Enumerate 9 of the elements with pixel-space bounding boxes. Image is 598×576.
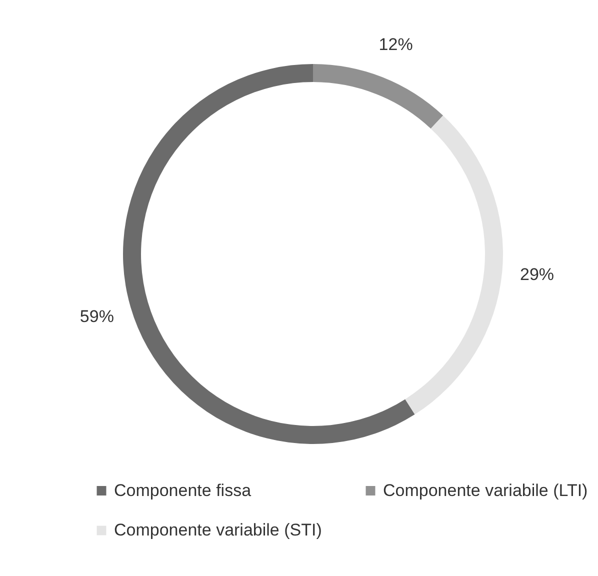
legend-label: Componente fissa <box>114 480 252 500</box>
donut-slice <box>123 64 415 444</box>
donut-slice <box>405 115 503 414</box>
legend-label: Componente variabile (LTI) <box>383 480 588 500</box>
data-label: 12% <box>378 34 413 54</box>
data-label: 29% <box>520 265 554 284</box>
legend-label: Componente variabile (STI) <box>114 520 322 540</box>
data-label: 59% <box>80 306 114 326</box>
donut-slice <box>313 64 444 129</box>
